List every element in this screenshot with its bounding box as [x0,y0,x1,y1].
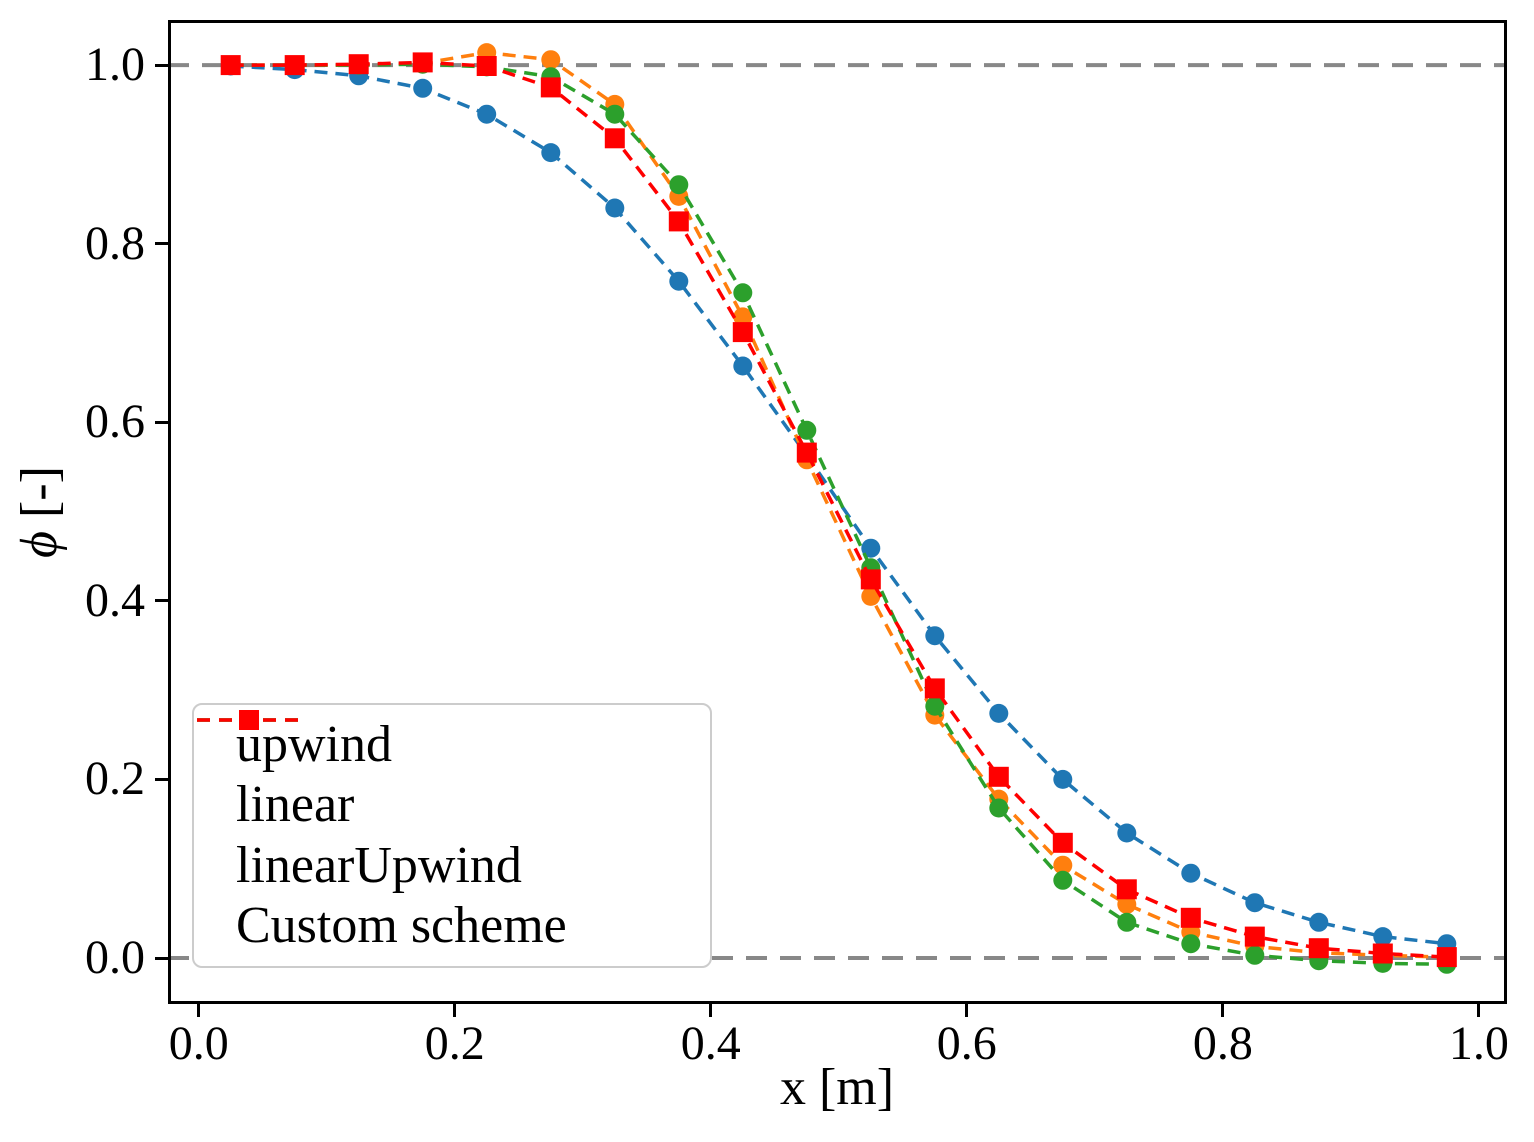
legend-label: upwind [236,716,392,774]
series-marker-linearupwind [669,175,689,195]
series-marker-linearupwind [1245,945,1265,965]
x-tick [197,1004,201,1017]
y-tick [155,420,168,424]
series-marker-custom-scheme [668,211,689,232]
series-marker-upwind [669,271,689,291]
y-tick [155,63,168,67]
series-marker-upwind [1373,927,1393,947]
series-marker-custom-scheme [1244,926,1265,947]
legend-item-linearupwind: linearUpwind [197,710,710,894]
legend-label: Custom scheme [236,896,567,954]
y-axis-label: ϕ [-] [11,466,68,558]
series-marker-linearupwind [989,798,1009,818]
series-marker-custom-scheme [604,128,625,149]
x-tick-label: 1.0 [1448,1017,1509,1070]
x-tick-label: 0.2 [424,1017,485,1070]
legend-label: linear [236,776,355,834]
series-marker-upwind [733,356,753,376]
series-marker-custom-scheme [1052,832,1073,853]
series-marker-linearupwind [733,283,753,303]
series-marker-custom-scheme [1372,943,1393,964]
series-marker-upwind [1117,823,1137,843]
legend: upwind linear linearUpwind Custom scheme [192,703,712,968]
series-marker-linearupwind [605,104,625,124]
y-tick [155,599,168,603]
series-marker-linearupwind [1181,934,1201,954]
legend-label: linearUpwind [236,836,522,894]
y-tick [155,242,168,246]
series-marker-custom-scheme [732,322,753,343]
y-tick-label: 0.8 [85,216,145,270]
series-marker-upwind [989,703,1009,723]
series-marker-upwind [1309,912,1329,932]
series-marker-linearupwind [1053,870,1073,890]
series-marker-upwind [605,198,625,218]
series-marker-custom-scheme [860,569,881,590]
series-marker-custom-scheme [988,766,1009,787]
legend-item-custom-scheme: Custom scheme [197,710,710,954]
series-marker-upwind [1053,769,1073,789]
x-tick [453,1004,457,1017]
y-tick-label: 1.0 [85,38,145,92]
series-marker-custom-scheme [284,55,305,76]
y-tick-label: 0.2 [85,752,145,806]
y-axis-label-units: [-] [11,466,68,532]
series-marker-upwind [541,143,561,163]
series-marker-upwind [477,104,497,124]
series-line-linearupwind [230,62,1447,967]
x-tick [1221,1004,1225,1017]
series-marker-custom-scheme [412,52,433,73]
y-tick-label: 0.4 [85,573,145,627]
series-marker-upwind [925,626,945,646]
x-tick-label: 0.6 [936,1017,997,1070]
y-tick-label: 0.0 [85,931,145,984]
plot-spines [168,20,1507,1004]
series-marker-custom-scheme [1436,947,1457,968]
series-marker-custom-scheme [220,55,241,76]
x-tick-label: 0.0 [168,1017,229,1070]
x-tick-label: 0.4 [680,1017,741,1070]
series-line-custom-scheme [230,60,1447,959]
x-tick [709,1004,713,1017]
series-marker-custom-scheme [1308,938,1329,959]
series-marker-linearupwind [925,696,945,716]
series-marker-custom-scheme [476,56,497,76]
series-marker-linearupwind [1117,912,1137,932]
series-marker-linear [733,307,753,327]
x-tick-label: 0.8 [1192,1017,1253,1070]
x-tick [965,1004,969,1017]
x-tick [1477,1004,1481,1017]
series-marker-custom-scheme [924,678,945,699]
series-marker-linearupwind [797,420,817,440]
y-tick [155,777,168,781]
series-marker-upwind [413,78,433,98]
series-marker-linear [861,586,881,606]
chart-canvas [168,20,1507,1004]
series-marker-custom-scheme [348,54,369,75]
y-axis-label-symbol: ϕ [11,531,68,558]
series-marker-custom-scheme [796,442,817,463]
y-tick-label: 0.6 [85,395,145,449]
plot-area: upwind linear linearUpwind Custom scheme [168,20,1507,1004]
series-marker-upwind [1245,893,1265,913]
series-marker-custom-scheme [1180,907,1201,928]
series-marker-custom-scheme [540,77,561,98]
legend-sample-square-icon [197,710,301,730]
series-line-upwind [230,64,1447,946]
series-marker-linear [1053,855,1073,875]
series-marker-linear [1117,894,1137,914]
y-tick [155,956,168,960]
series-marker-linear [541,50,561,70]
series-marker-custom-scheme [1116,879,1137,900]
series-marker-upwind [1181,863,1201,883]
x-axis-label: x [m] [779,1059,895,1116]
legend-item-linear: linear [197,710,710,834]
series-marker-upwind [861,538,881,558]
